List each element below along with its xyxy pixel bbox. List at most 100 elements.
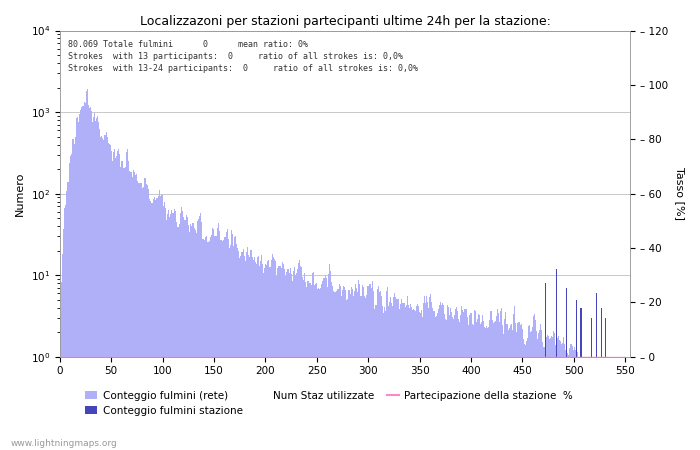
Bar xyxy=(545,337,547,450)
Bar xyxy=(79,114,80,450)
Bar xyxy=(312,273,313,450)
Bar xyxy=(164,202,165,450)
Bar xyxy=(526,341,527,450)
Bar xyxy=(519,322,520,450)
Bar xyxy=(305,282,306,450)
Bar xyxy=(418,306,419,450)
Bar xyxy=(424,296,426,450)
Bar xyxy=(311,285,312,450)
Bar xyxy=(293,271,294,450)
Bar xyxy=(148,199,150,450)
Y-axis label: Tasso [%]: Tasso [%] xyxy=(675,167,685,220)
Bar xyxy=(277,268,278,450)
Bar xyxy=(574,347,575,450)
Bar xyxy=(272,254,273,450)
Bar xyxy=(104,135,106,450)
Bar xyxy=(266,265,267,450)
Bar xyxy=(427,302,428,450)
Bar xyxy=(206,236,207,450)
Bar xyxy=(479,315,480,450)
Bar xyxy=(214,236,216,450)
Bar xyxy=(202,238,203,450)
Bar xyxy=(85,104,86,450)
Bar xyxy=(222,241,223,450)
Bar xyxy=(300,266,301,450)
Bar xyxy=(510,324,512,450)
Bar xyxy=(483,320,484,450)
Bar xyxy=(411,306,412,450)
Bar xyxy=(417,304,418,450)
Bar xyxy=(216,228,218,450)
Bar xyxy=(108,144,110,450)
Bar xyxy=(431,302,433,450)
Bar xyxy=(65,205,66,450)
Bar xyxy=(477,315,479,450)
Bar xyxy=(518,322,519,450)
Bar xyxy=(132,177,133,450)
Bar xyxy=(141,189,143,450)
Bar xyxy=(372,281,373,450)
Bar xyxy=(576,300,578,450)
Bar xyxy=(495,321,496,450)
Bar xyxy=(337,289,338,450)
Bar xyxy=(126,152,127,450)
Bar xyxy=(318,288,319,450)
Bar xyxy=(158,196,159,450)
Bar xyxy=(453,319,454,450)
Bar xyxy=(120,167,121,450)
Bar xyxy=(381,296,382,450)
Bar xyxy=(172,212,174,450)
Bar xyxy=(112,161,113,450)
Bar xyxy=(224,237,225,450)
Bar xyxy=(76,118,77,450)
Bar xyxy=(564,344,565,450)
Bar xyxy=(298,263,299,450)
Bar xyxy=(220,240,222,450)
Bar xyxy=(529,325,530,450)
Bar xyxy=(317,289,318,450)
Bar xyxy=(145,178,146,450)
Bar xyxy=(352,289,354,450)
Bar xyxy=(240,256,241,450)
Bar xyxy=(389,302,391,450)
Bar xyxy=(525,345,526,450)
Bar xyxy=(514,324,516,450)
Bar xyxy=(470,313,472,450)
Bar xyxy=(341,296,342,450)
Bar xyxy=(451,312,452,450)
Bar xyxy=(269,267,270,450)
Bar xyxy=(345,290,346,450)
Bar xyxy=(66,191,67,450)
Bar xyxy=(447,306,448,450)
Bar xyxy=(384,307,385,450)
Bar xyxy=(497,309,498,450)
Bar xyxy=(128,161,130,450)
Bar xyxy=(150,202,152,450)
Bar xyxy=(239,258,240,450)
Bar xyxy=(473,325,474,450)
Bar xyxy=(499,322,500,450)
Bar xyxy=(338,289,339,450)
Bar xyxy=(309,283,310,450)
Bar xyxy=(486,326,487,450)
Bar xyxy=(87,90,88,450)
Bar xyxy=(568,356,569,450)
Bar xyxy=(391,303,393,450)
Bar xyxy=(428,309,429,450)
Bar xyxy=(496,316,497,450)
Bar xyxy=(230,245,231,450)
Bar xyxy=(402,303,404,450)
Bar xyxy=(187,217,188,450)
Bar xyxy=(484,327,485,450)
Bar xyxy=(414,310,415,450)
Bar xyxy=(441,306,442,450)
Bar xyxy=(153,199,154,450)
Bar xyxy=(383,312,384,450)
Bar xyxy=(64,208,65,450)
Bar xyxy=(552,338,553,450)
Bar xyxy=(123,168,124,450)
Bar xyxy=(315,284,316,450)
Bar xyxy=(367,286,368,450)
Bar xyxy=(319,289,321,450)
Bar xyxy=(494,322,495,450)
